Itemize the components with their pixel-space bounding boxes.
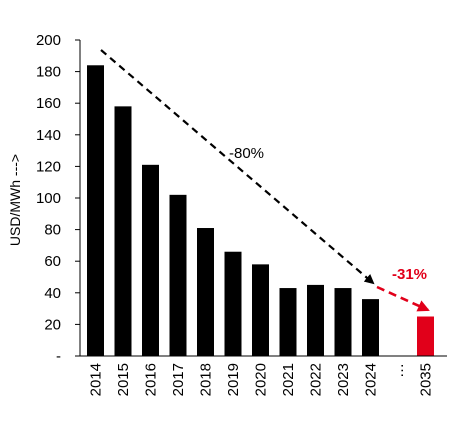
- bar-2035: [417, 316, 434, 356]
- bar-2014: [87, 65, 104, 356]
- x-tick-label: 2035: [418, 363, 435, 396]
- y-tick-label: 100: [36, 190, 61, 207]
- bar-2022: [307, 284, 324, 356]
- bar-2020: [252, 264, 269, 356]
- x-tick-label: 2015: [115, 363, 132, 396]
- y-tick-label: 40: [44, 285, 61, 302]
- bar-2021: [279, 288, 297, 356]
- y-axis-label: USD/MWh --->: [7, 154, 23, 246]
- x-tick-label: 2023: [335, 363, 352, 396]
- x-tick-label: 2016: [143, 363, 160, 396]
- x-tick-label: 2024: [363, 363, 380, 396]
- y-tick-label: 120: [36, 158, 61, 175]
- x-tick-label: …: [390, 363, 407, 378]
- trend-arrow-80: [100, 49, 375, 285]
- annotations: -80% -31%: [100, 49, 430, 312]
- bar-2018: [197, 228, 214, 356]
- x-tick-label: 2017: [170, 363, 187, 396]
- bar-2015: [114, 106, 132, 356]
- y-tick-label: 160: [36, 95, 61, 112]
- y-tick-label: -: [56, 348, 61, 365]
- bar-2016: [142, 164, 159, 356]
- x-tick-label: 2022: [308, 363, 325, 396]
- x-tick-label: 2021: [280, 363, 297, 396]
- y-tick-label: 20: [44, 316, 61, 333]
- bar-2023: [334, 288, 352, 356]
- y-tick-label: 80: [44, 222, 61, 239]
- x-tick-label: 2019: [225, 363, 242, 396]
- x-tick-label: 2020: [253, 363, 270, 396]
- trend-arrow-31: [376, 285, 430, 312]
- y-tick-label: 200: [36, 32, 61, 49]
- y-axis-ticks: - 20 40 60 80 100 120 140 160 180 200: [36, 32, 80, 365]
- bar-2024: [362, 299, 379, 356]
- y-tick-label: 140: [36, 127, 61, 144]
- bar-2017: [169, 194, 187, 356]
- x-axis-ticks: 2014 2015 2016 2017 2018 2019 2020 2021 2022 2023…: [88, 363, 435, 396]
- x-tick-label: 2018: [198, 363, 215, 396]
- x-tick-label: 2014: [88, 363, 105, 396]
- annotation-label-80: -80%: [229, 145, 264, 162]
- bar-2019: [224, 251, 242, 356]
- annotation-label-31: -31%: [392, 266, 427, 283]
- y-tick-label: 180: [36, 64, 61, 81]
- y-tick-label: 60: [44, 253, 61, 270]
- bars: [87, 65, 434, 356]
